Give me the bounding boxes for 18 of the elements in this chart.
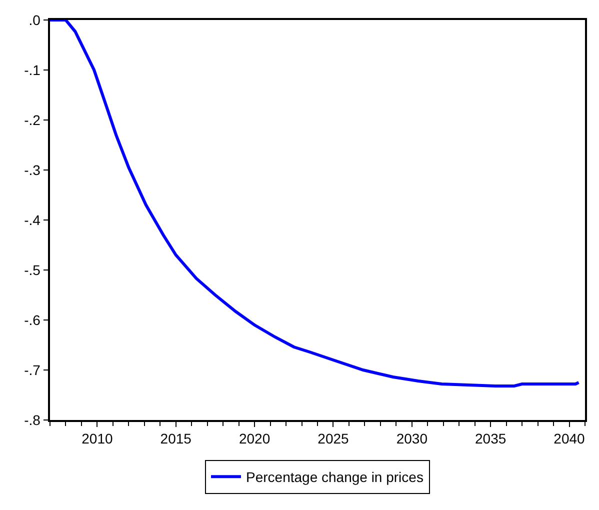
y-tick-label: -.1 xyxy=(24,62,41,78)
x-tick-label: 2040 xyxy=(554,430,586,447)
y-tick-label: -.2 xyxy=(24,112,41,128)
x-tick-label: 2010 xyxy=(82,430,113,447)
x-tick-label: 2035 xyxy=(475,430,506,447)
x-tick-label: 2030 xyxy=(396,430,428,447)
y-tick-label: .0 xyxy=(28,12,41,28)
x-tick-label: 2025 xyxy=(318,430,350,447)
y-tick-label: -.5 xyxy=(24,262,41,278)
y-tick-label: -.8 xyxy=(24,412,41,428)
y-tick-label: -.6 xyxy=(24,312,41,328)
y-tick-label: -.4 xyxy=(24,212,41,228)
y-tick-label: -.7 xyxy=(24,362,41,378)
y-tick-label: -.3 xyxy=(24,162,41,178)
legend-label: Percentage change in prices xyxy=(246,469,424,486)
x-tick-label: 2015 xyxy=(160,430,192,447)
x-tick-label: 2020 xyxy=(238,430,270,447)
line-series xyxy=(50,20,580,388)
